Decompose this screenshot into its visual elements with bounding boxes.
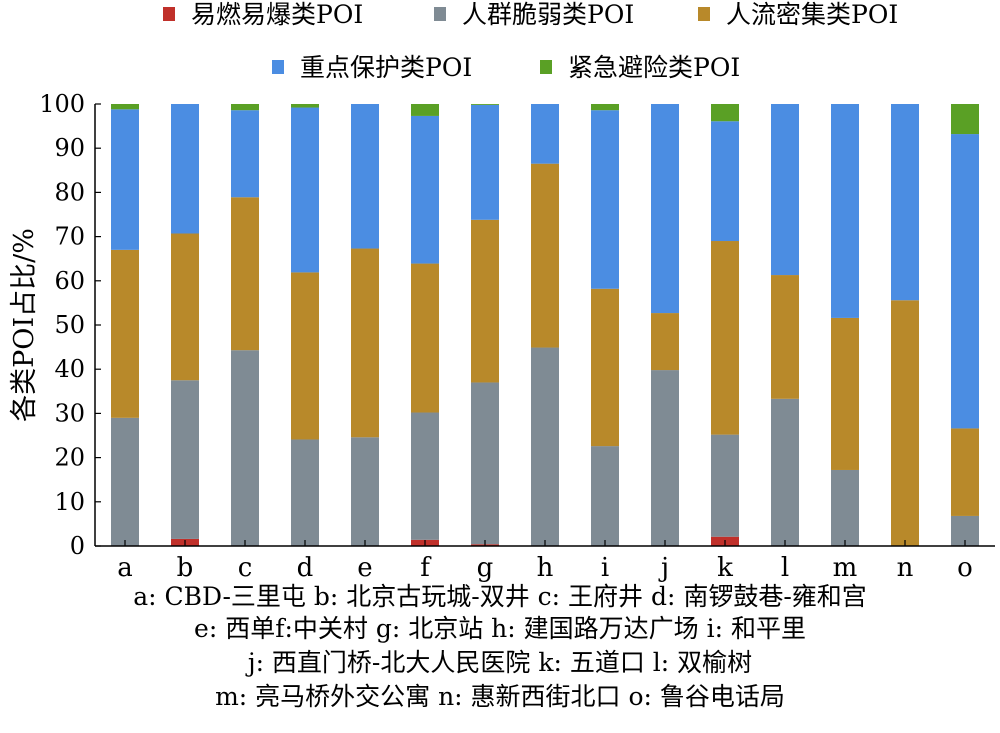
x-tick-label-k: k bbox=[717, 553, 733, 583]
axes: 0 10 20 30 40 50 60 70 80 90 100 a b c d e f g h i j k l m n o bbox=[39, 90, 995, 583]
caption-line-2: e: 西单f:中关村 g: 北京站 h: 建国路万达广场 i: 和平里 bbox=[194, 614, 806, 643]
bar-d-series-1 bbox=[291, 439, 319, 546]
bar-b-series-1 bbox=[171, 380, 199, 539]
bar-a-series-2 bbox=[111, 249, 139, 418]
bar-l-series-2 bbox=[771, 275, 799, 399]
bar-b-series-2 bbox=[171, 233, 199, 381]
x-tick-label-g: g bbox=[477, 553, 494, 583]
bar-i-series-4 bbox=[591, 104, 619, 111]
y-axis-label: 各类POI占比/% bbox=[9, 228, 40, 422]
bar-g-series-4 bbox=[471, 104, 499, 105]
bar-l-series-1 bbox=[771, 398, 799, 546]
bar-j-series-2 bbox=[651, 313, 679, 371]
x-tick-label-o: o bbox=[957, 553, 973, 583]
bar-k-series-3 bbox=[711, 121, 739, 242]
x-tick-label-n: n bbox=[897, 553, 914, 583]
bar-e-series-1 bbox=[351, 437, 379, 546]
bar-o-series-2 bbox=[951, 428, 979, 516]
caption-line-4: m: 亮马桥外交公寓 n: 惠新西街北口 o: 鲁谷电话局 bbox=[215, 682, 785, 711]
bar-h-series-3 bbox=[531, 104, 559, 164]
x-tick-label-m: m bbox=[833, 553, 858, 583]
legend: 易燃易爆类POI 人群脆弱类POI 人流密集类POI 重点保护类POI 紧急避险类POI bbox=[163, 0, 898, 82]
bar-h-series-2 bbox=[531, 163, 559, 348]
bar-c-series-1 bbox=[231, 350, 259, 546]
y-tick-label-100: 100 bbox=[39, 90, 85, 118]
x-tick-label-l: l bbox=[781, 553, 789, 583]
y-tick-label-40: 40 bbox=[54, 355, 85, 383]
bar-f-series-3 bbox=[411, 115, 439, 264]
bar-m-series-2 bbox=[831, 317, 859, 470]
bar-l-series-3 bbox=[771, 104, 799, 276]
caption-line-3: j: 西直门桥-北大人民医院 k: 五道口 l: 双榆树 bbox=[247, 648, 753, 677]
y-tick-label-70: 70 bbox=[54, 223, 85, 251]
bar-d-series-2 bbox=[291, 272, 319, 440]
bar-g-series-2 bbox=[471, 219, 499, 383]
bar-f-series-1 bbox=[411, 412, 439, 540]
y-tick-label-80: 80 bbox=[54, 178, 85, 206]
bars bbox=[111, 104, 979, 546]
bar-i-series-2 bbox=[591, 288, 619, 447]
bar-f-series-2 bbox=[411, 263, 439, 413]
bar-c-series-3 bbox=[231, 110, 259, 198]
caption-line-1: a: CBD-三里屯 b: 北京古玩城-双井 c: 王府井 d: 南锣鼓巷-雍和… bbox=[133, 582, 867, 611]
bar-h-series-1 bbox=[531, 347, 559, 546]
bar-c-series-2 bbox=[231, 197, 259, 351]
x-tick-label-f: f bbox=[420, 553, 432, 583]
bar-k-series-1 bbox=[711, 434, 739, 537]
bar-f-series-4 bbox=[411, 104, 439, 116]
bar-a-series-1 bbox=[111, 417, 139, 546]
bar-d-series-4 bbox=[291, 104, 319, 108]
y-tick-label-50: 50 bbox=[54, 311, 85, 339]
legend-swatch-0 bbox=[163, 7, 175, 21]
bar-m-series-1 bbox=[831, 469, 859, 546]
bar-i-series-3 bbox=[591, 110, 619, 289]
bar-j-series-3 bbox=[651, 104, 679, 314]
bar-a-series-4 bbox=[111, 104, 139, 110]
legend-swatch-2 bbox=[698, 7, 710, 21]
bar-g-series-3 bbox=[471, 104, 499, 220]
bar-a-series-3 bbox=[111, 109, 139, 250]
y-tick-label-60: 60 bbox=[54, 267, 85, 295]
legend-swatch-1 bbox=[434, 7, 446, 21]
x-tick-label-b: b bbox=[177, 553, 194, 583]
bar-e-series-3 bbox=[351, 104, 379, 249]
y-tick-label-0: 0 bbox=[70, 532, 85, 560]
legend-label-2: 人流密集类POI bbox=[726, 0, 898, 29]
y-tick-label-30: 30 bbox=[54, 399, 85, 427]
bar-k-series-2 bbox=[711, 241, 739, 435]
y-tick-label-90: 90 bbox=[54, 134, 85, 162]
bar-n-series-2 bbox=[891, 300, 919, 546]
bar-o-series-3 bbox=[951, 134, 979, 429]
legend-label-0: 易燃易爆类POI bbox=[191, 0, 363, 29]
y-tick-label-20: 20 bbox=[54, 444, 85, 472]
legend-swatch-3 bbox=[272, 60, 284, 74]
legend-label-4: 紧急避险类POI bbox=[568, 53, 740, 82]
x-tick-label-d: d bbox=[297, 553, 314, 583]
x-tick-label-j: j bbox=[658, 553, 669, 583]
legend-label-3: 重点保护类POI bbox=[300, 53, 472, 82]
x-tick-label-a: a bbox=[117, 553, 133, 583]
x-tick-label-i: i bbox=[601, 553, 609, 583]
bar-e-series-2 bbox=[351, 248, 379, 438]
bar-n-series-3 bbox=[891, 104, 919, 301]
bar-d-series-3 bbox=[291, 107, 319, 273]
legend-label-1: 人群脆弱类POI bbox=[462, 0, 634, 29]
x-tick-label-c: c bbox=[238, 553, 253, 583]
y-tick-label-10: 10 bbox=[54, 488, 85, 516]
x-tick-label-e: e bbox=[357, 553, 372, 583]
bar-k-series-4 bbox=[711, 104, 739, 122]
bar-c-series-4 bbox=[231, 104, 259, 111]
x-tick-label-h: h bbox=[537, 553, 554, 583]
bar-j-series-1 bbox=[651, 370, 679, 546]
bar-i-series-1 bbox=[591, 446, 619, 546]
bar-m-series-3 bbox=[831, 104, 859, 318]
legend-swatch-4 bbox=[540, 60, 552, 74]
bar-g-series-1 bbox=[471, 382, 499, 545]
bar-o-series-4 bbox=[951, 104, 979, 135]
bar-b-series-3 bbox=[171, 104, 199, 234]
